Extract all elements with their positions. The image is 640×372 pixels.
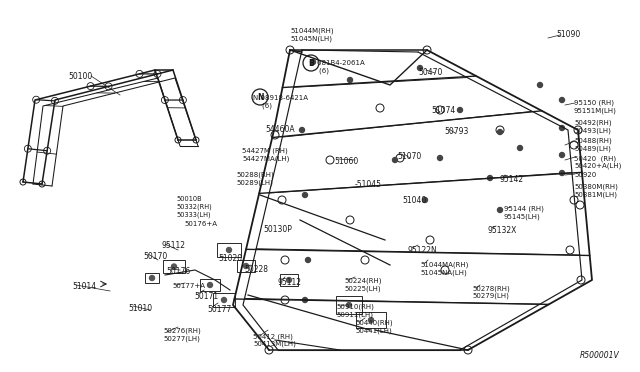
Circle shape — [207, 282, 212, 288]
Text: 51044MA(RH)
51045NA(LH): 51044MA(RH) 51045NA(LH) — [420, 262, 468, 276]
Text: N: N — [257, 93, 264, 103]
Circle shape — [346, 302, 351, 308]
Text: B 081B4-2061A
    (6): B 081B4-2061A (6) — [310, 60, 365, 74]
Text: -51045: -51045 — [355, 180, 382, 189]
Text: 50176+A: 50176+A — [184, 221, 217, 227]
Text: 51090: 51090 — [556, 30, 580, 39]
Bar — [280, 274, 298, 286]
Text: 51060: 51060 — [334, 157, 358, 166]
Text: 50793: 50793 — [444, 127, 468, 136]
Circle shape — [497, 208, 502, 212]
Text: 50228: 50228 — [244, 265, 268, 274]
Circle shape — [538, 83, 543, 87]
Circle shape — [559, 125, 564, 131]
Bar — [200, 279, 220, 291]
Text: 51040: 51040 — [402, 196, 426, 205]
Circle shape — [303, 192, 307, 198]
Bar — [145, 273, 159, 283]
Circle shape — [559, 153, 564, 157]
Circle shape — [227, 247, 232, 253]
Circle shape — [150, 276, 154, 280]
Circle shape — [497, 129, 502, 135]
Text: 50488(RH)
50489(LH): 50488(RH) 50489(LH) — [574, 138, 612, 152]
Text: 50224(RH)
50225(LH): 50224(RH) 50225(LH) — [344, 278, 381, 292]
Bar — [237, 260, 255, 272]
Circle shape — [310, 60, 316, 64]
Circle shape — [422, 198, 428, 202]
Text: 50492(RH)
50493(LH): 50492(RH) 50493(LH) — [574, 120, 612, 134]
Text: B: B — [308, 60, 314, 68]
Text: N 08918-6421A
    (6): N 08918-6421A (6) — [253, 95, 308, 109]
Text: 95112: 95112 — [278, 278, 302, 287]
Bar — [163, 260, 185, 273]
Text: 54427M (RH)
54427MA(LH): 54427M (RH) 54427MA(LH) — [242, 148, 289, 162]
Text: 95122N: 95122N — [408, 246, 438, 255]
Text: 51070: 51070 — [397, 152, 421, 161]
Text: 50170: 50170 — [143, 252, 167, 261]
Bar — [217, 243, 241, 257]
Text: 50440(RH)
50441(LH): 50440(RH) 50441(LH) — [355, 320, 392, 334]
Circle shape — [348, 77, 353, 83]
Circle shape — [488, 176, 493, 180]
Circle shape — [303, 298, 307, 302]
Circle shape — [221, 298, 227, 302]
Text: 50130P: 50130P — [263, 225, 292, 234]
Text: 50278(RH)
50279(LH): 50278(RH) 50279(LH) — [472, 285, 509, 299]
Circle shape — [300, 128, 305, 132]
Circle shape — [559, 170, 564, 176]
Circle shape — [305, 257, 310, 263]
Text: 51044M(RH)
51045N(LH): 51044M(RH) 51045N(LH) — [290, 28, 333, 42]
Text: 95150 (RH)
95151M(LH): 95150 (RH) 95151M(LH) — [574, 100, 617, 114]
Circle shape — [458, 108, 463, 112]
Bar — [213, 293, 235, 307]
Circle shape — [438, 155, 442, 160]
Circle shape — [392, 157, 397, 163]
Text: 50380M(RH)
50381M(LH): 50380M(RH) 50381M(LH) — [574, 184, 618, 198]
Text: 50177: 50177 — [207, 305, 231, 314]
Circle shape — [417, 65, 422, 71]
Text: 95142: 95142 — [499, 175, 523, 184]
Text: 50176: 50176 — [166, 267, 190, 276]
Text: 50470: 50470 — [418, 68, 442, 77]
Text: 54460A: 54460A — [265, 125, 294, 134]
Text: 50420  (RH)
50420+A(LH): 50420 (RH) 50420+A(LH) — [574, 155, 621, 169]
Bar — [336, 296, 362, 314]
Circle shape — [287, 278, 291, 282]
Circle shape — [369, 317, 374, 323]
Text: 50100: 50100 — [68, 72, 92, 81]
Text: 95144 (RH)
95145(LH): 95144 (RH) 95145(LH) — [504, 206, 544, 220]
Circle shape — [172, 264, 177, 269]
Text: 50171: 50171 — [194, 292, 218, 301]
Circle shape — [559, 97, 564, 103]
Text: 50412 (RH)
50413M(LH): 50412 (RH) 50413M(LH) — [253, 333, 296, 347]
Text: 50288(RH)
50289(LH): 50288(RH) 50289(LH) — [236, 172, 274, 186]
Text: 51020: 51020 — [218, 254, 242, 263]
Circle shape — [243, 263, 248, 269]
Text: 51074: 51074 — [431, 106, 455, 115]
Text: 50920: 50920 — [574, 172, 596, 178]
Circle shape — [518, 145, 522, 151]
Text: 50910(RH)
50911(LH): 50910(RH) 50911(LH) — [336, 304, 374, 318]
Text: 95132X: 95132X — [488, 226, 517, 235]
Text: R500001V: R500001V — [580, 351, 620, 360]
Text: 50177+A: 50177+A — [172, 283, 205, 289]
Text: 51014: 51014 — [72, 282, 96, 291]
Text: 51010: 51010 — [128, 304, 152, 313]
Text: 50010B
50332(RH)
50333(LH): 50010B 50332(RH) 50333(LH) — [176, 196, 212, 218]
Text: 95112: 95112 — [161, 241, 185, 250]
Text: 50276(RH)
50277(LH): 50276(RH) 50277(LH) — [163, 328, 201, 342]
Bar — [356, 312, 386, 328]
